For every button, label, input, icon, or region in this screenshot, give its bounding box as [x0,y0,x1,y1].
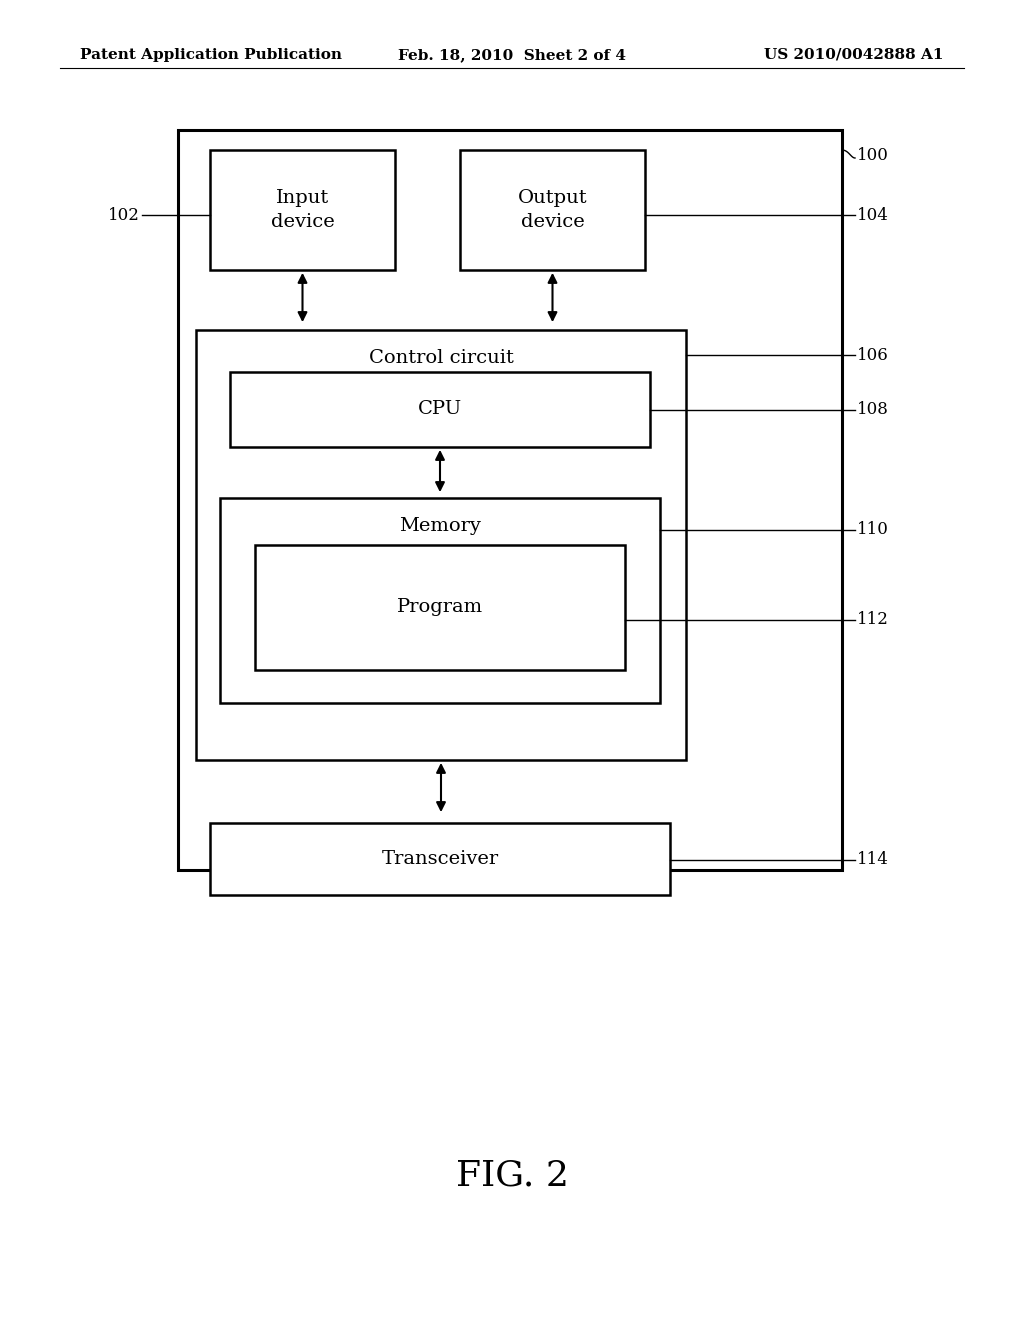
Bar [178,129,842,870]
Text: 100: 100 [857,147,889,164]
Text: Program: Program [397,598,483,616]
Text: US 2010/0042888 A1: US 2010/0042888 A1 [765,48,944,62]
Text: Patent Application Publication: Patent Application Publication [80,48,342,62]
Text: FIG. 2: FIG. 2 [456,1158,568,1192]
Bar [220,498,660,704]
Bar [230,372,650,447]
Bar [210,150,395,271]
Text: Control circuit: Control circuit [369,348,513,367]
Text: 114: 114 [857,851,889,869]
Text: Memory: Memory [399,517,481,535]
Text: 106: 106 [857,346,889,363]
Text: 102: 102 [109,206,140,223]
Text: Input
device: Input device [270,189,335,231]
Bar [255,545,625,671]
Text: Feb. 18, 2010  Sheet 2 of 4: Feb. 18, 2010 Sheet 2 of 4 [398,48,626,62]
Text: Output
device: Output device [518,189,588,231]
Text: 108: 108 [857,401,889,418]
Bar [210,822,670,895]
Text: Transceiver: Transceiver [381,850,499,869]
Bar [460,150,645,271]
Text: 112: 112 [857,611,889,628]
Bar [196,330,686,760]
Text: 110: 110 [857,521,889,539]
Text: CPU: CPU [418,400,462,418]
Text: 104: 104 [857,206,889,223]
